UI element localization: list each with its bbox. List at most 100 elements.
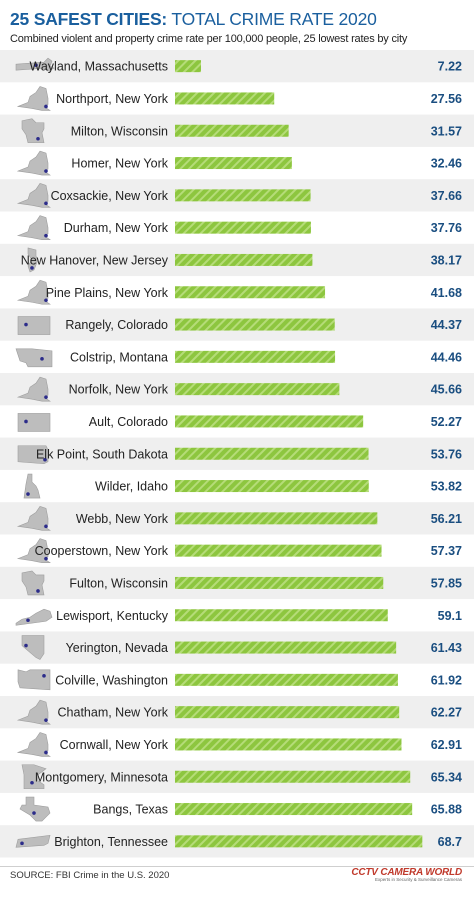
category-label: Yerington, Nevada bbox=[66, 641, 168, 655]
category-label: Northport, New York bbox=[56, 92, 169, 106]
value-label: 62.27 bbox=[431, 706, 462, 720]
chart-row: Cooperstown, New York 57.37 bbox=[16, 538, 462, 563]
city-dot bbox=[40, 357, 44, 361]
city-dot bbox=[44, 750, 48, 755]
bar bbox=[175, 189, 311, 202]
value-label: 59.1 bbox=[438, 609, 462, 623]
category-label: Milton, Wisconsin bbox=[71, 124, 168, 138]
city-dot bbox=[26, 618, 30, 623]
value-label: 7.22 bbox=[438, 60, 462, 74]
category-label: Lewisport, Kentucky bbox=[56, 609, 169, 623]
category-label: Chatham, New York bbox=[58, 706, 169, 720]
bar bbox=[175, 835, 423, 848]
chart-subtitle: Combined violent and property crime rate… bbox=[10, 33, 408, 45]
city-dot bbox=[44, 524, 48, 529]
colorado-icon bbox=[17, 316, 51, 335]
chart-row: Milton, Wisconsin 31.57 bbox=[0, 114, 474, 147]
city-dot bbox=[30, 266, 34, 270]
chart-row: Wayland, Massachusetts 7.22 bbox=[0, 50, 474, 83]
value-label: 27.56 bbox=[431, 92, 462, 106]
category-label: New Hanover, New Jersey bbox=[21, 253, 169, 267]
bar bbox=[175, 480, 369, 493]
city-dot bbox=[24, 419, 28, 424]
category-label: Colstrip, Montana bbox=[70, 350, 168, 364]
value-label: 57.37 bbox=[431, 544, 462, 558]
category-label: Wayland, Massachusetts bbox=[30, 60, 168, 74]
value-label: 38.17 bbox=[431, 253, 462, 267]
city-dot bbox=[44, 298, 48, 303]
new-york-icon bbox=[16, 279, 51, 305]
category-label: Bangs, Texas bbox=[93, 803, 168, 817]
chart-row: New Hanover, New Jersey 38.17 bbox=[0, 243, 474, 277]
chart-row: Ault, Colorado 52.27 bbox=[17, 413, 462, 432]
bar bbox=[175, 286, 326, 299]
city-dot bbox=[34, 63, 38, 67]
category-label: Cornwall, New York bbox=[60, 738, 169, 752]
massachusetts-icon bbox=[15, 57, 55, 72]
south-dakota-icon bbox=[17, 445, 49, 465]
bar bbox=[175, 770, 411, 783]
city-dot bbox=[44, 104, 48, 109]
value-label: 62.91 bbox=[431, 738, 462, 752]
value-label: 53.82 bbox=[431, 480, 462, 494]
city-dot bbox=[44, 395, 48, 399]
category-label: Fulton, Wisconsin bbox=[69, 576, 168, 590]
city-dot bbox=[32, 811, 36, 815]
value-label: 53.76 bbox=[431, 447, 462, 461]
brand-logo: CCTV CAMERA WORLD Experts in Security & … bbox=[351, 867, 462, 882]
chart-row: Fulton, Wisconsin 57.85 bbox=[0, 566, 474, 600]
chart-row: Northport, New York 27.56 bbox=[16, 86, 462, 111]
value-label: 44.37 bbox=[431, 318, 462, 332]
city-dot bbox=[44, 233, 48, 238]
bar-chart: Wayland, Massachusetts 7.22 Northport, New… bbox=[0, 50, 474, 858]
new-york-icon bbox=[16, 86, 51, 111]
chart-row: Rangely, Colorado 44.37 bbox=[0, 308, 474, 341]
city-dot bbox=[44, 556, 48, 561]
chart-row: Montgomery, Minnesota 65.34 bbox=[0, 760, 474, 793]
brand-tagline: Experts in Security & Surveillance Camer… bbox=[374, 877, 462, 882]
montana-icon bbox=[15, 348, 53, 368]
texas-icon bbox=[19, 796, 51, 822]
chart-title: 25 SAFEST CITIES: TOTAL CRIME RATE 2020 bbox=[10, 8, 470, 30]
chart-row: Cornwall, New York 62.91 bbox=[16, 732, 462, 757]
category-label: Norfolk, New York bbox=[69, 383, 169, 397]
value-label: 61.92 bbox=[431, 673, 462, 687]
new-york-icon bbox=[16, 215, 51, 240]
bar bbox=[175, 512, 378, 525]
bar bbox=[175, 609, 388, 622]
wisconsin-icon bbox=[21, 118, 45, 144]
category-label: Colville, Washington bbox=[55, 673, 168, 687]
bar bbox=[175, 447, 369, 460]
chart-row: Colstrip, Montana 44.46 bbox=[15, 348, 462, 368]
bar bbox=[175, 318, 335, 331]
row-background bbox=[0, 50, 474, 83]
chart-title-bold: 25 SAFEST CITIES: bbox=[10, 9, 168, 29]
value-label: 52.27 bbox=[431, 415, 462, 429]
category-label: Ault, Colorado bbox=[89, 415, 168, 429]
minnesota-icon bbox=[21, 764, 47, 790]
nevada-icon bbox=[21, 635, 45, 660]
value-label: 31.57 bbox=[431, 124, 462, 138]
bar bbox=[175, 157, 292, 170]
value-label: 68.7 bbox=[438, 835, 462, 849]
value-label: 37.66 bbox=[431, 189, 462, 203]
city-dot bbox=[44, 201, 48, 206]
chart-title-rest: TOTAL CRIME RATE 2020 bbox=[171, 9, 377, 29]
bar bbox=[175, 641, 397, 654]
chart-row: Durham, New York 37.76 bbox=[16, 215, 462, 240]
category-label: Montgomery, Minnesota bbox=[35, 770, 168, 784]
bar bbox=[175, 706, 400, 719]
bar bbox=[175, 221, 311, 234]
value-label: 44.46 bbox=[431, 350, 462, 364]
category-label: Rangely, Colorado bbox=[65, 318, 168, 332]
category-label: Homer, New York bbox=[71, 157, 168, 171]
bar bbox=[175, 60, 201, 73]
new-york-icon bbox=[16, 732, 51, 757]
category-label: Elk Point, South Dakota bbox=[36, 447, 168, 461]
city-dot bbox=[44, 718, 48, 722]
city-dot bbox=[43, 457, 47, 462]
new-york-icon bbox=[16, 376, 51, 402]
category-label: Brighton, Tennessee bbox=[54, 835, 168, 849]
city-dot bbox=[44, 169, 48, 173]
value-label: 57.85 bbox=[431, 576, 462, 590]
